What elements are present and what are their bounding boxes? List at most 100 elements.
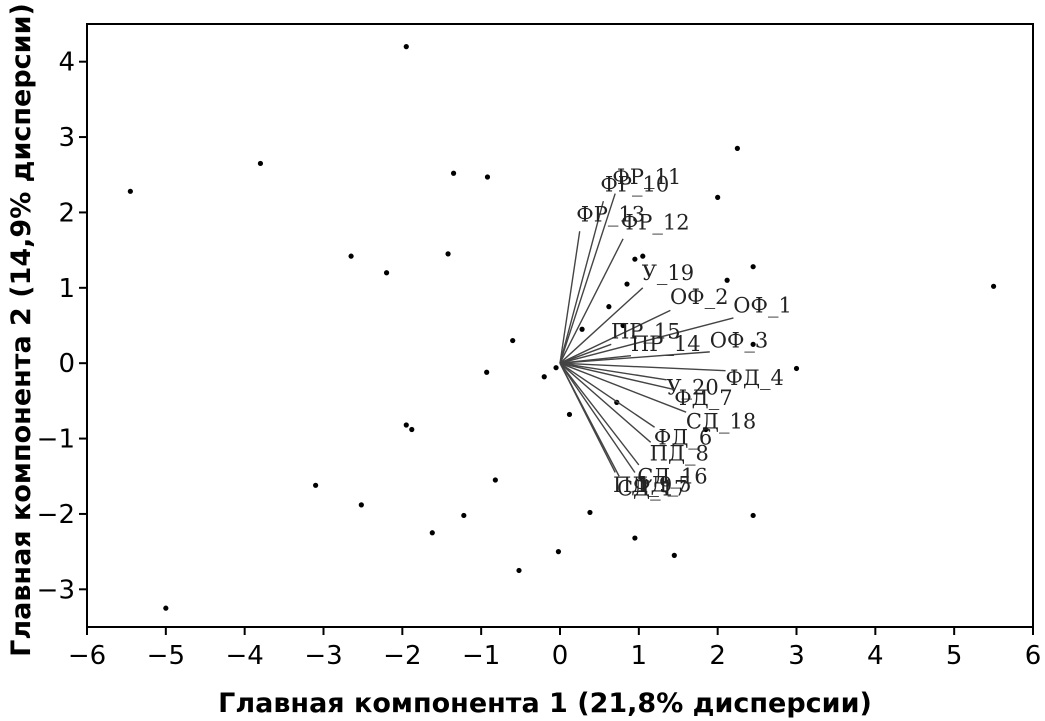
x-tick-label-2: −4	[226, 641, 264, 671]
data-point-39	[555, 549, 562, 555]
data-point-5	[348, 253, 354, 259]
plot-frame	[86, 23, 1034, 628]
vector-label-ПД-9: ПД_9	[613, 473, 672, 497]
data-point-4	[484, 174, 491, 180]
data-point-33	[461, 512, 467, 519]
vector-label-ОФ-3: ОФ_3	[710, 328, 769, 352]
vector-label-У-20: У_20	[666, 376, 718, 400]
data-point-2	[127, 188, 133, 194]
data-point-29	[409, 426, 415, 433]
x-tick-label-4: −2	[383, 641, 421, 671]
data-point-21	[715, 194, 721, 200]
vector-ОФ-3	[559, 351, 710, 364]
x-axis-ticks: −6 −5 −4 −3 −2 −1 0 1 2 3 4 5 6	[68, 627, 1041, 671]
vector-label-ПР-15: ПР_15	[611, 319, 681, 343]
data-point-26	[793, 365, 800, 372]
x-tick-label-10: 4	[867, 641, 884, 671]
vector-label-ФР-12: ФР_12	[621, 210, 690, 234]
x-tick-label-5: −1	[462, 641, 500, 671]
vector-ПД-8	[559, 362, 652, 443]
vector-label-ФД-5: ФД_5	[633, 472, 691, 496]
data-point-40	[516, 567, 522, 574]
data-point-8	[510, 337, 516, 344]
x-tick-label-1: −5	[147, 641, 185, 671]
data-point-18	[632, 256, 638, 262]
x-tick-label-9: 3	[788, 641, 805, 671]
data-point-3	[450, 170, 457, 176]
vector-label-СД-16: СД_16	[637, 465, 707, 489]
data-point-23	[750, 264, 756, 270]
data-point-31	[358, 502, 364, 508]
x-axis-title: Главная компонента 1 (21,8% дисперсии)	[218, 688, 872, 719]
vector-ФР-12	[559, 238, 624, 364]
data-point-16	[620, 322, 626, 329]
vector-ОФ-1	[559, 317, 734, 364]
vector-label-У-19: У_19	[642, 261, 694, 285]
vector-label-ФР-13: ФР_13	[576, 202, 645, 226]
vector-ПР-15	[559, 343, 612, 364]
x-tick-label-3: −3	[304, 641, 342, 671]
points-layer	[127, 44, 997, 611]
vector-ФД-4	[559, 362, 726, 372]
data-point-13	[579, 326, 585, 332]
vector-label-ФД-7: ФД_7	[674, 386, 732, 410]
vector-ФД-7	[559, 362, 675, 391]
y-tick-label-0: −3	[37, 575, 75, 605]
x-tick-label-0: −6	[68, 641, 106, 671]
data-point-34	[429, 530, 435, 536]
vector-ФД-5	[559, 362, 636, 473]
vector-label-СД-17: СД_17	[617, 477, 687, 501]
y-tick-label-3: 0	[58, 349, 75, 379]
data-point-22	[724, 277, 730, 283]
data-point-9	[484, 369, 490, 375]
x-tick-label-7: 1	[631, 641, 648, 671]
vector-label-СД-18: СД_18	[686, 409, 756, 433]
data-point-1	[257, 160, 264, 167]
data-point-19	[640, 253, 646, 259]
y-tick-label-4: 1	[58, 274, 75, 304]
vector-label-ФД-6: ФД_6	[654, 426, 712, 450]
vector-ФР-11	[559, 193, 616, 364]
data-point-28	[403, 422, 409, 428]
data-point-27	[990, 283, 997, 289]
vector-ОФ-2	[559, 309, 671, 364]
x-tick-label-8: 2	[709, 641, 726, 671]
y-tick-label-7: 4	[58, 48, 75, 78]
y-axis-ticks: −3 −2 −1 0 1 2 3 4	[37, 48, 87, 605]
data-point-35	[587, 509, 593, 516]
vector-label-ФР-11: ФР_11	[612, 165, 681, 189]
y-tick-label-2: −1	[37, 425, 75, 455]
data-point-30	[313, 482, 319, 488]
data-point-36	[632, 535, 638, 541]
data-point-7	[445, 251, 451, 257]
data-point-20	[734, 145, 740, 151]
data-point-24	[703, 426, 709, 433]
data-point-25	[750, 341, 756, 347]
x-tick-label-11: 5	[946, 641, 963, 671]
vector-label-ФД-4: ФД_4	[726, 366, 784, 390]
vector-У-20	[559, 362, 667, 381]
data-point-14	[606, 304, 612, 310]
data-point-38	[750, 512, 756, 519]
data-point-6	[383, 270, 390, 276]
vector-ФР-10	[559, 200, 605, 364]
vector-label-ОФ-1: ОФ_1	[733, 293, 792, 317]
vector-label-ОФ-2: ОФ_2	[670, 285, 729, 309]
data-point-32	[492, 477, 498, 483]
y-tick-label-1: −2	[37, 500, 75, 530]
data-point-17	[624, 281, 630, 287]
vector-СД-16	[559, 362, 640, 466]
data-point-11	[553, 365, 559, 371]
data-point-41	[163, 605, 169, 611]
y-tick-label-6: 3	[58, 123, 75, 153]
data-point-0	[403, 44, 409, 50]
x-tick-label-6: 0	[552, 641, 569, 671]
y-tick-label-5: 2	[58, 198, 75, 228]
vector-ФР-13	[559, 231, 581, 364]
data-point-10	[541, 374, 547, 380]
vector-У-19	[559, 287, 644, 364]
vector-СД-18	[559, 362, 687, 413]
